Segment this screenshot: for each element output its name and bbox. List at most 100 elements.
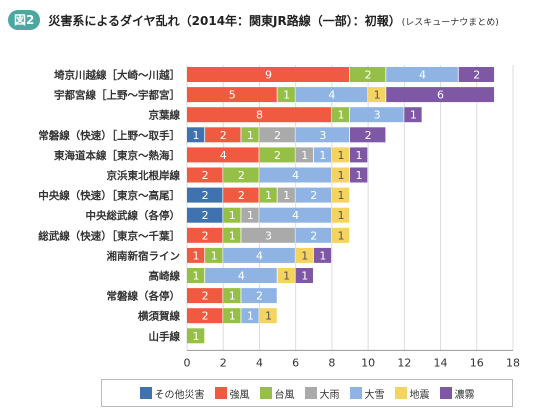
x-tick-label: 14 [434,356,448,369]
bar-segment [187,288,223,304]
chart-legend: その他災害 強風 台風 大雨 大雪 地震 濃霧 [101,379,513,407]
bar-segment [350,147,368,163]
category-label: 湘南新宿ライン [107,249,181,262]
bar-value-label: 4 [220,149,227,162]
bar-value-label: 1 [337,189,344,202]
bar-segment [223,308,241,324]
bar-value-label: 1 [301,270,308,283]
x-tick-label: 8 [328,356,335,369]
bar-segment [295,268,313,283]
category-label: 常磐線（各停） [107,290,181,303]
bar-value-label: 2 [256,290,263,303]
bar-value-label: 2 [238,169,245,182]
bar-value-label: 1 [337,149,344,162]
bar-segment [331,167,350,183]
category-label: 総武線（快速）［東京～千葉］ [38,229,180,242]
bar-value-label: 2 [238,189,245,202]
bar-value-label: 3 [265,229,272,242]
bar-segment [331,207,350,223]
legend-swatch [394,387,407,399]
bar-segment [259,147,295,163]
figure-badge: 図2 [8,10,41,30]
bar-segment [187,247,205,263]
bar-segment [386,87,495,103]
x-tick-label: 6 [292,356,299,369]
bar-segment [241,288,277,304]
bar-value-label: 1 [265,189,272,202]
category-label: 京葉線 [149,109,181,122]
x-tick-label: 18 [506,356,520,369]
bar-segment [404,107,422,123]
legend-label: 大雨 [319,389,340,401]
bar-segment [350,67,386,82]
x-tick-label: 12 [397,356,411,369]
bar-segment [368,87,386,103]
bar-value-label: 8 [256,109,263,122]
bar-value-label: 1 [247,209,254,222]
category-label: 高崎線 [149,270,181,283]
bar-value-label: 2 [365,69,372,82]
category-label: 宇都宮線［上野～宇都宮］ [54,89,180,102]
bar-value-label: 4 [292,209,299,222]
bar-segment [241,207,259,223]
legend-label: 大雪 [364,389,385,401]
bar-value-label: 4 [292,169,299,182]
category-label: 東海道本線［東京～熱海］ [54,149,180,162]
bar-value-label: 2 [274,149,281,162]
x-tick-label: 2 [220,356,227,369]
bar-segment [187,107,332,123]
bar-value-label: 9 [265,69,272,82]
bar-segment [205,247,223,263]
bar-value-label: 2 [220,129,227,142]
legend-swatch [349,387,362,399]
bar-segment [331,107,350,123]
category-label: 京浜東北根岸線 [107,169,181,182]
bar-value-label: 1 [356,169,363,182]
bar-segment [350,167,368,183]
chart-title: 災害系によるダイヤ乱れ（2014年：関東JR路線（一部）：初報）(レスキューナウ… [48,12,498,29]
bar-value-label: 4 [256,249,263,262]
bar-value-label: 3 [319,129,326,142]
legend-item: 大雪 [349,386,385,401]
legend-item: 大雨 [304,386,340,401]
bar-segment [259,167,332,183]
bar-value-label: 2 [202,229,209,242]
bar-value-label: 2 [202,310,209,323]
bar-segment [313,247,332,263]
category-label: 横須賀線 [138,310,180,323]
bar-segment [223,247,295,263]
x-tick-label: 0 [184,356,191,369]
bar-value-label: 1 [247,310,254,323]
bar-value-label: 1 [374,89,381,102]
bar-value-label: 2 [274,129,281,142]
bar-value-label: 6 [437,89,444,102]
bar-segment [223,187,259,203]
bar-segment [187,127,205,143]
bar-segment [187,147,259,163]
x-tick-label: 10 [361,356,375,369]
legend-item: 地震 [394,386,430,401]
bar-value-label: 1 [410,109,417,122]
bar-segment [241,127,259,143]
bar-segment [187,167,223,183]
bar-value-label: 4 [419,69,426,82]
bar-value-label: 5 [229,89,236,102]
legend-swatch [439,387,452,399]
x-tick-label: 16 [470,356,484,369]
bar-segment [259,127,295,143]
category-label: 常磐線（快速）［上野～取手］ [38,129,180,142]
category-label: 中央総武線（各停） [86,209,181,222]
category-label: 中央線（快速）［東京～高尾］ [38,189,180,202]
bar-segment [241,308,259,324]
bar-value-label: 2 [365,129,372,142]
legend-label: その他災害 [154,389,205,401]
legend-item: 強風 [214,386,250,401]
bar-segment [277,87,295,103]
bar-segment [277,187,295,203]
legend-label: 強風 [229,389,250,401]
category-label: 埼京川越線［大崎～川越］ [54,69,180,82]
bar-segment [205,127,241,143]
chart-header: 図2 災害系によるダイヤ乱れ（2014年：関東JR路線（一部）：初報）(レスキュ… [8,10,499,30]
bar-value-label: 1 [301,249,308,262]
